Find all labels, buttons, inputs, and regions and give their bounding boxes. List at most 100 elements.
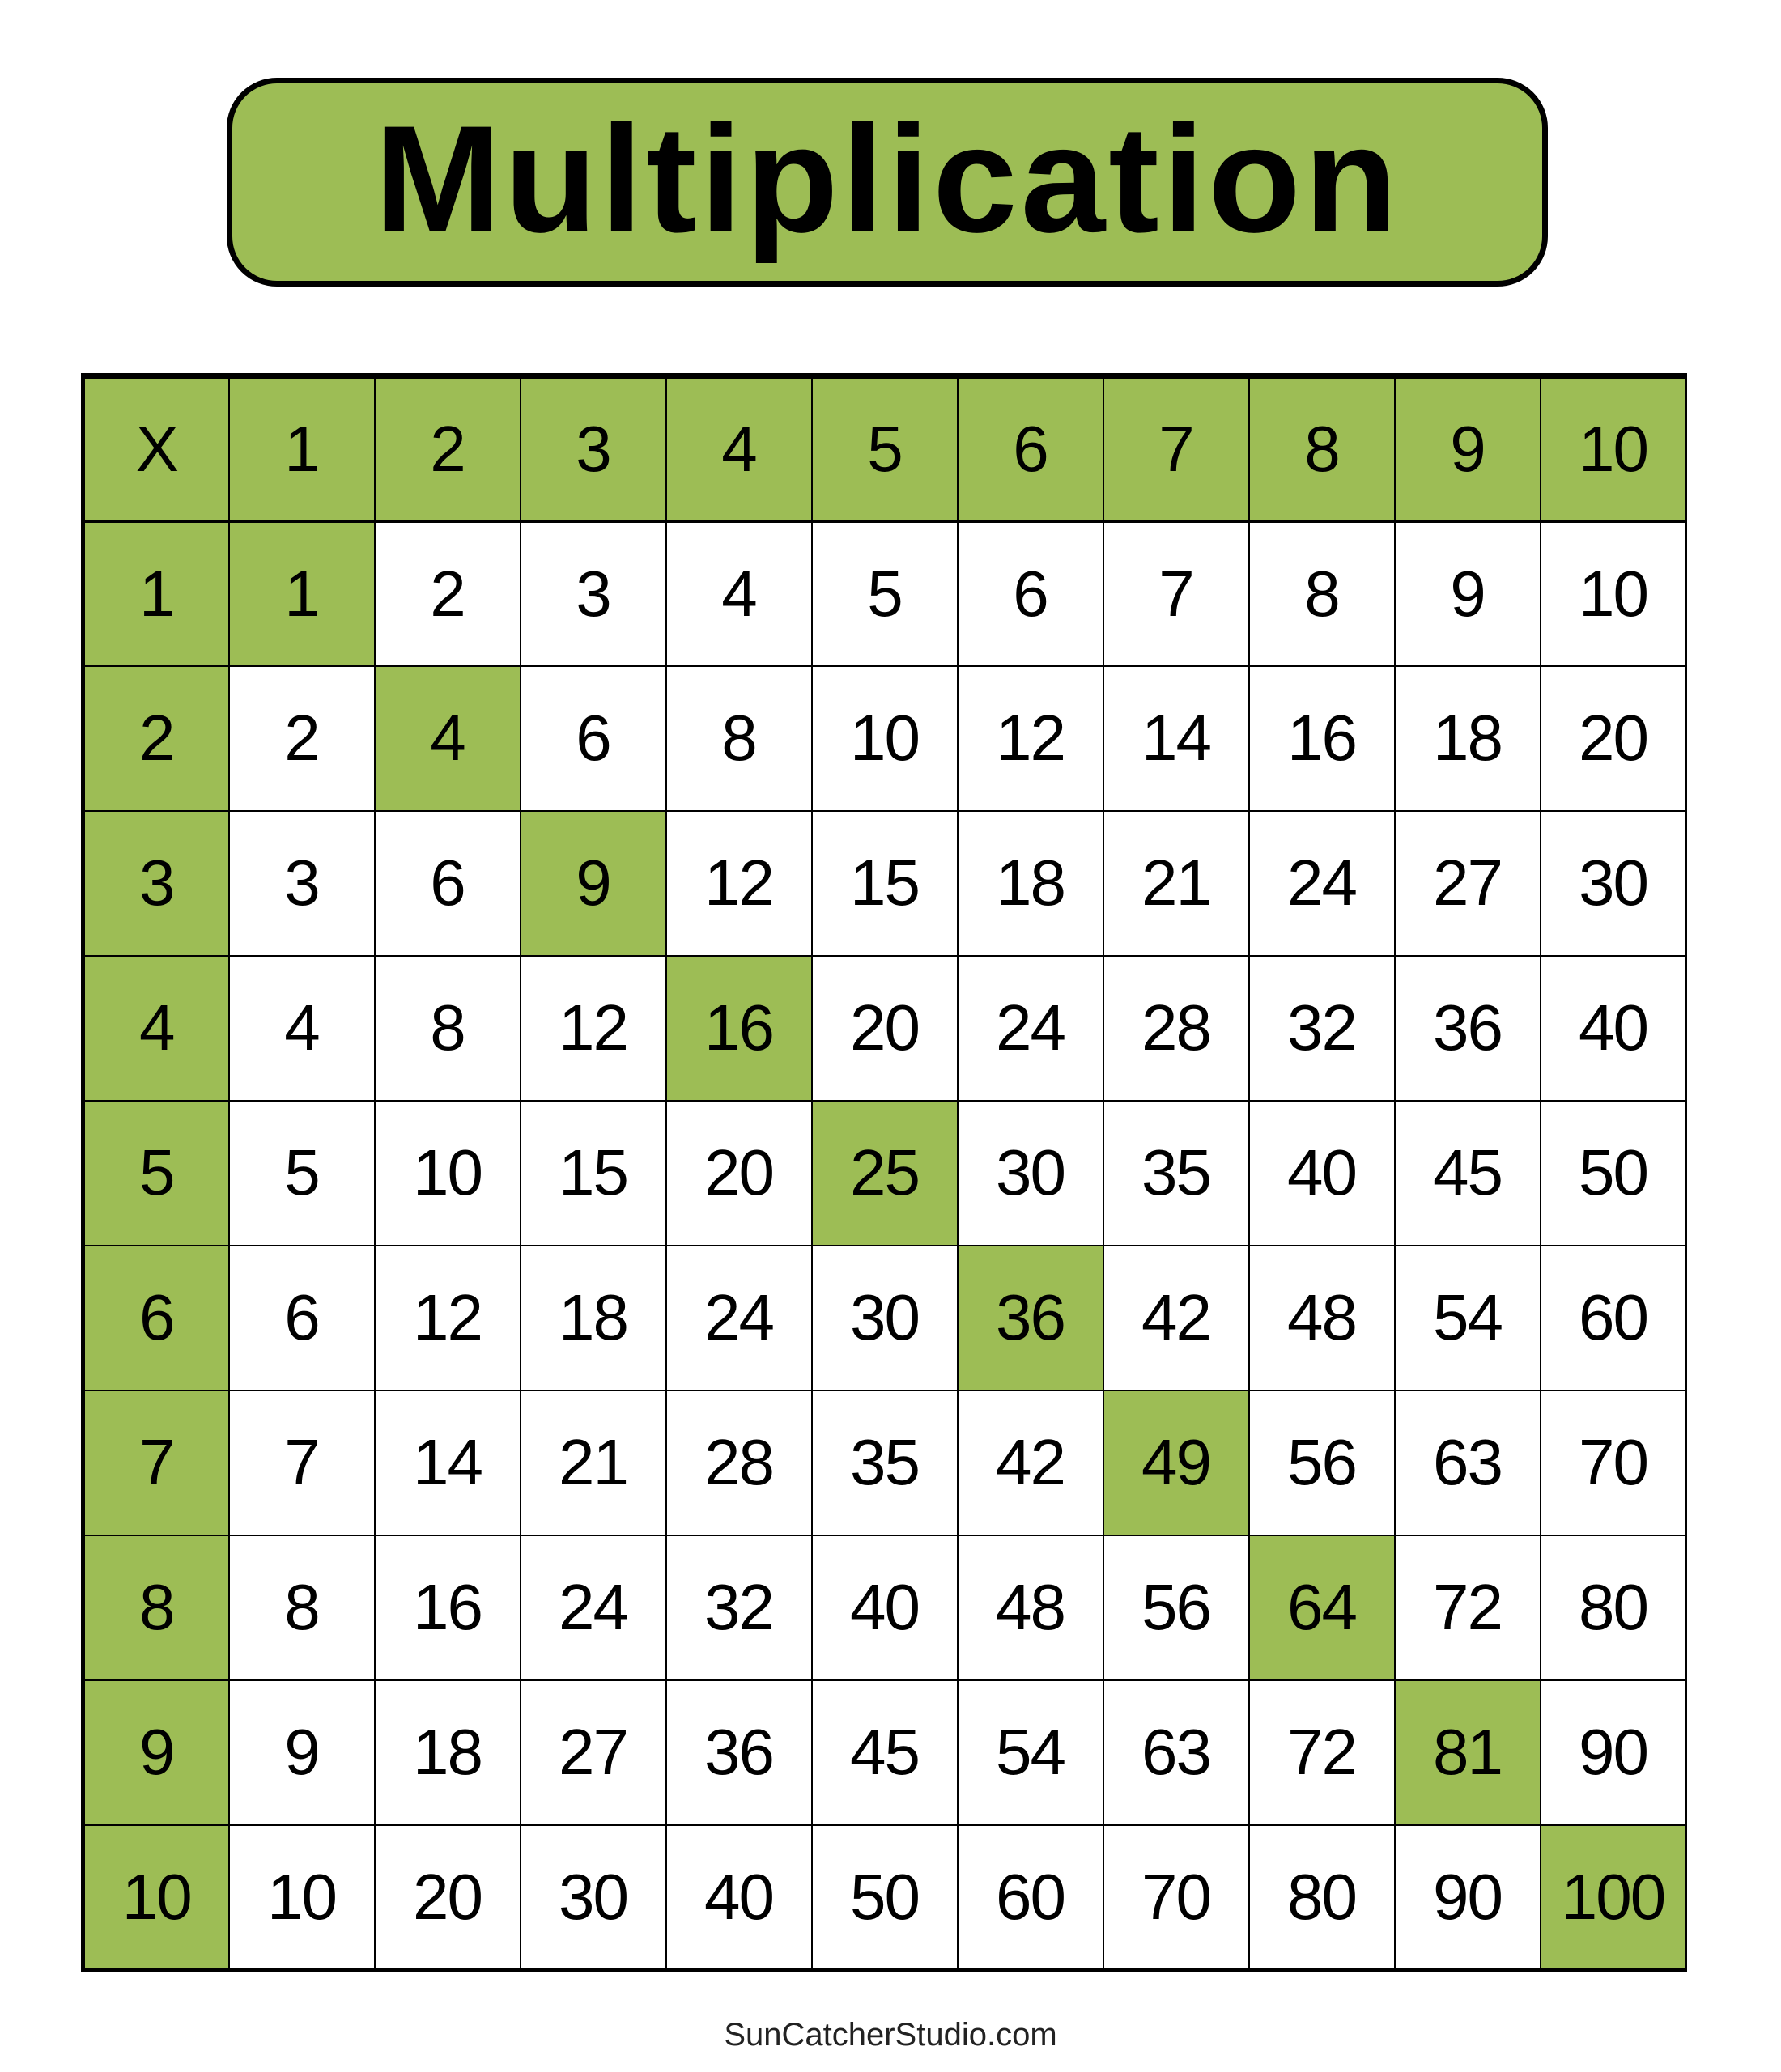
product-cell: 63 xyxy=(1393,1389,1541,1536)
product-cell: 63 xyxy=(1102,1679,1250,1826)
product-cell: 70 xyxy=(1539,1389,1687,1536)
page-title: Multiplication xyxy=(374,94,1401,264)
column-header: 3 xyxy=(519,373,667,523)
product-cell: 42 xyxy=(1102,1244,1250,1391)
column-header: 7 xyxy=(1102,373,1250,523)
product-cell: 40 xyxy=(810,1534,959,1681)
product-cell: 24 xyxy=(665,1244,813,1391)
product-cell: 8 xyxy=(227,1534,376,1681)
product-cell: 8 xyxy=(665,664,813,812)
square-cell: 64 xyxy=(1248,1534,1396,1681)
product-cell: 36 xyxy=(665,1679,813,1826)
row-header: 5 xyxy=(81,1099,230,1246)
product-cell: 16 xyxy=(373,1534,521,1681)
product-cell: 27 xyxy=(1393,809,1541,957)
product-cell: 8 xyxy=(1248,520,1396,667)
product-cell: 14 xyxy=(1102,664,1250,812)
product-cell: 14 xyxy=(373,1389,521,1536)
product-cell: 7 xyxy=(1102,520,1250,667)
product-cell: 45 xyxy=(810,1679,959,1826)
product-cell: 20 xyxy=(665,1099,813,1246)
table-row: 9 9 18 27 36 45 54 63 72 81 90 xyxy=(81,1679,1687,1826)
product-cell: 50 xyxy=(810,1824,959,1972)
product-cell: 21 xyxy=(519,1389,667,1536)
product-cell: 30 xyxy=(1539,809,1687,957)
product-cell: 7 xyxy=(227,1389,376,1536)
product-cell: 10 xyxy=(810,664,959,812)
product-cell: 24 xyxy=(519,1534,667,1681)
product-cell: 45 xyxy=(1393,1099,1541,1246)
table-row: 1 1 2 3 4 5 6 7 8 9 10 xyxy=(81,520,1687,667)
product-cell: 50 xyxy=(1539,1099,1687,1246)
column-header: 6 xyxy=(956,373,1104,523)
product-cell: 10 xyxy=(1539,520,1687,667)
product-cell: 9 xyxy=(1393,520,1541,667)
product-cell: 18 xyxy=(519,1244,667,1391)
column-header: 10 xyxy=(1539,373,1687,523)
product-cell: 54 xyxy=(1393,1244,1541,1391)
product-cell: 80 xyxy=(1539,1534,1687,1681)
product-cell: 20 xyxy=(373,1824,521,1972)
product-cell: 28 xyxy=(665,1389,813,1536)
corner-cell: X xyxy=(81,373,230,523)
row-header: 9 xyxy=(81,1679,230,1826)
multiplication-table: X 1 2 3 4 5 6 7 8 9 10 1 1 2 3 4 5 6 7 8 9 10 2 2 4 6 8 10 12 14 16 18 2… xyxy=(81,373,1687,1972)
product-cell: 10 xyxy=(227,1824,376,1972)
column-header: 2 xyxy=(373,373,521,523)
table-row: 5 5 10 15 20 25 30 35 40 45 50 xyxy=(81,1099,1687,1246)
product-cell: 90 xyxy=(1539,1679,1687,1826)
product-cell: 36 xyxy=(1393,954,1541,1102)
row-header: 1 xyxy=(81,520,230,667)
product-cell: 30 xyxy=(519,1824,667,1972)
product-cell: 30 xyxy=(810,1244,959,1391)
table-row: 6 6 12 18 24 30 36 42 48 54 60 xyxy=(81,1244,1687,1391)
table-row: 4 4 8 12 16 20 24 28 32 36 40 xyxy=(81,954,1687,1102)
product-cell: 18 xyxy=(1393,664,1541,812)
product-cell: 60 xyxy=(956,1824,1104,1972)
square-cell: 81 xyxy=(1393,1679,1541,1826)
product-cell: 48 xyxy=(1248,1244,1396,1391)
product-cell: 4 xyxy=(227,954,376,1102)
product-cell: 15 xyxy=(810,809,959,957)
square-cell: 4 xyxy=(373,664,521,812)
square-cell: 100 xyxy=(1539,1824,1687,1972)
product-cell: 12 xyxy=(373,1244,521,1391)
row-header: 8 xyxy=(81,1534,230,1681)
product-cell: 35 xyxy=(1102,1099,1250,1246)
product-cell: 24 xyxy=(1248,809,1396,957)
product-cell: 5 xyxy=(810,520,959,667)
product-cell: 35 xyxy=(810,1389,959,1536)
product-cell: 40 xyxy=(1248,1099,1396,1246)
square-cell: 25 xyxy=(810,1099,959,1246)
product-cell: 3 xyxy=(227,809,376,957)
product-cell: 16 xyxy=(1248,664,1396,812)
product-cell: 60 xyxy=(1539,1244,1687,1391)
product-cell: 32 xyxy=(665,1534,813,1681)
row-header: 7 xyxy=(81,1389,230,1536)
row-header: 6 xyxy=(81,1244,230,1391)
product-cell: 20 xyxy=(810,954,959,1102)
product-cell: 21 xyxy=(1102,809,1250,957)
product-cell: 12 xyxy=(519,954,667,1102)
product-cell: 24 xyxy=(956,954,1104,1102)
product-cell: 32 xyxy=(1248,954,1396,1102)
product-cell: 27 xyxy=(519,1679,667,1826)
product-cell: 48 xyxy=(956,1534,1104,1681)
table-row: 2 2 4 6 8 10 12 14 16 18 20 xyxy=(81,664,1687,812)
square-cell: 16 xyxy=(665,954,813,1102)
column-header: 1 xyxy=(227,373,376,523)
product-cell: 90 xyxy=(1393,1824,1541,1972)
product-cell: 8 xyxy=(373,954,521,1102)
table-row: 3 3 6 9 12 15 18 21 24 27 30 xyxy=(81,809,1687,957)
product-cell: 3 xyxy=(519,520,667,667)
square-cell: 36 xyxy=(956,1244,1104,1391)
product-cell: 18 xyxy=(373,1679,521,1826)
product-cell: 80 xyxy=(1248,1824,1396,1972)
product-cell: 6 xyxy=(956,520,1104,667)
table-row: 7 7 14 21 28 35 42 49 56 63 70 xyxy=(81,1389,1687,1536)
product-cell: 10 xyxy=(373,1099,521,1246)
product-cell: 72 xyxy=(1393,1534,1541,1681)
product-cell: 72 xyxy=(1248,1679,1396,1826)
title-banner: Multiplication xyxy=(227,78,1548,287)
product-cell: 42 xyxy=(956,1389,1104,1536)
